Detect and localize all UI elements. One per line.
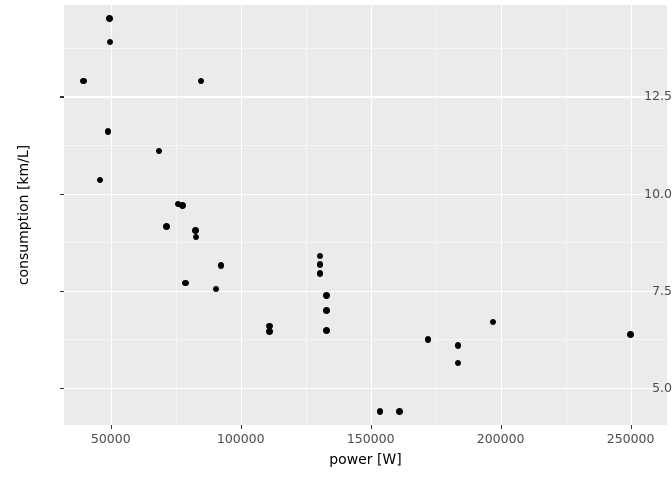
y-axis-tick-label: 12.5 (644, 88, 672, 104)
data-point (489, 318, 497, 326)
gridline-major-vertical (110, 5, 112, 425)
gridline-major-horizontal (64, 96, 667, 98)
data-point (192, 233, 200, 241)
data-point (197, 77, 205, 85)
gridline-minor-horizontal (64, 242, 667, 243)
plot-panel (64, 5, 667, 425)
gridline-minor-vertical (565, 5, 567, 425)
gridline-minor-vertical (435, 5, 437, 425)
y-axis-tick (60, 388, 64, 390)
data-point (155, 147, 163, 155)
data-point (266, 328, 273, 335)
data-point (96, 176, 104, 184)
y-axis-tick (60, 290, 64, 293)
data-point (627, 331, 634, 338)
y-axis-title: consumption [km/L] (16, 144, 32, 286)
data-point (266, 322, 273, 330)
x-axis-tick-label: 100000 (216, 431, 265, 446)
x-axis-tick-label: 250000 (606, 431, 655, 446)
x-axis-tick (110, 425, 112, 429)
gridline-major-vertical (630, 5, 632, 425)
gridline-minor-vertical (175, 5, 177, 425)
x-axis-tick-label: 200000 (476, 431, 525, 446)
data-point (316, 270, 324, 277)
data-point (106, 38, 114, 46)
y-axis-tick-label: 10.0 (644, 185, 672, 201)
data-point (217, 262, 225, 269)
y-axis-tick-label: 7.5 (652, 282, 672, 298)
gridline-major-vertical (370, 5, 372, 425)
data-point (192, 227, 199, 234)
data-point (212, 285, 220, 293)
data-point (104, 128, 112, 135)
data-point (182, 279, 189, 287)
y-axis-tick (60, 96, 64, 98)
x-axis-tick (240, 425, 242, 429)
data-point (106, 15, 113, 22)
data-point (424, 336, 432, 343)
gridline-major-vertical (500, 5, 502, 425)
data-point (163, 223, 170, 230)
data-point (80, 77, 87, 85)
data-point (454, 342, 462, 349)
gridline-minor-horizontal (64, 339, 667, 341)
gridline-minor-horizontal (64, 47, 667, 49)
data-point (316, 261, 324, 268)
data-point (376, 408, 384, 415)
x-axis-title: power [W] (329, 452, 402, 468)
gridline-major-horizontal (64, 193, 667, 195)
data-point (454, 359, 462, 367)
data-point (323, 327, 330, 334)
y-axis-tick-label: 5.0 (652, 380, 672, 396)
data-point (323, 292, 330, 299)
data-point (316, 252, 324, 260)
gridline-minor-horizontal (64, 145, 667, 146)
y-axis-tick (60, 193, 64, 195)
gridline-major-vertical (240, 5, 242, 425)
data-point (396, 408, 403, 415)
data-point (174, 200, 182, 208)
x-axis-tick-label: 50000 (90, 431, 131, 446)
data-point (179, 202, 186, 209)
x-axis-tick-label: 150000 (346, 431, 395, 446)
x-axis-tick (500, 425, 502, 429)
gridline-major-horizontal (64, 388, 667, 390)
gridline-minor-vertical (305, 5, 307, 425)
x-axis-tick (630, 425, 632, 429)
x-axis-tick (370, 425, 372, 429)
gridline-major-horizontal (64, 290, 667, 293)
data-point (323, 307, 330, 314)
